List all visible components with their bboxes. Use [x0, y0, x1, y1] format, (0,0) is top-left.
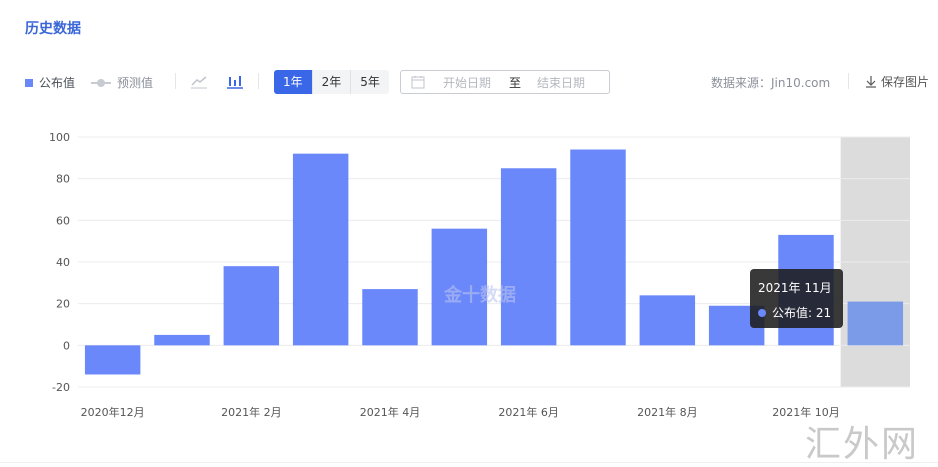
y-tick-label: 100 — [49, 131, 70, 144]
divider — [175, 73, 176, 89]
square-icon — [25, 78, 33, 87]
tooltip: 2021年 11月 公布值: 21 — [750, 269, 843, 328]
y-tick-label: 40 — [56, 256, 70, 269]
line-dot-icon — [91, 78, 111, 87]
bar — [570, 149, 626, 346]
x-axis: 2020年12月 2021年 2月 2021年 4月 2021年 6月 2021年 8月… — [81, 405, 840, 419]
bar — [847, 301, 904, 346]
bars — [84, 149, 904, 375]
save-image-label: 保存图片 — [881, 75, 930, 89]
x-tick-label: 2021年 4月 — [360, 405, 421, 419]
tooltip-title: 2021年 11月 — [758, 281, 832, 295]
bar-chart: -20 0 20 40 60 80 100 2020年12月 2021年 2月 2021年 4月… — [49, 131, 910, 419]
x-tick-label: 2021年 6月 — [498, 405, 559, 419]
bar — [223, 266, 280, 346]
y-axis: -20 0 20 40 60 80 100 — [49, 131, 70, 394]
y-tick-label: -20 — [52, 381, 70, 394]
date-range-picker[interactable]: 开始日期 至 结束日期 — [400, 70, 610, 94]
save-image-button[interactable]: 保存图片 — [865, 73, 929, 90]
bar — [292, 153, 349, 346]
x-tick-label: 2020年12月 — [81, 405, 145, 419]
y-tick-label: 60 — [56, 214, 70, 227]
x-tick-label: 2021年 8月 — [637, 405, 698, 419]
divider — [258, 73, 259, 89]
bottom-divider — [0, 462, 938, 463]
line-chart-icon[interactable] — [190, 72, 208, 90]
x-tick-label: 2021年 10月 — [772, 405, 840, 419]
divider — [848, 73, 849, 89]
tooltip-value: 公布值: 21 — [772, 306, 832, 320]
chart-toolbar: 公布值 预测值 1年 2年 5年 开始日期 至 结束日期 数据来源：Jin10.… — [25, 70, 930, 94]
watermark-corner: 汇外网 — [805, 424, 920, 465]
bar — [639, 295, 696, 346]
bar — [362, 289, 418, 346]
y-tick-label: 20 — [56, 298, 70, 311]
calendar-icon — [411, 76, 425, 89]
range-selector: 1年 2年 5年 — [274, 70, 389, 94]
y-tick-label: 0 — [63, 339, 70, 352]
legend-forecast-label: 预测值 — [117, 76, 154, 90]
y-tick-label: 80 — [56, 173, 70, 186]
bar — [84, 345, 141, 375]
bar-chart-icon[interactable] — [226, 72, 244, 90]
start-date-input[interactable]: 开始日期 — [443, 75, 492, 90]
range-1y-button[interactable]: 1年 — [274, 70, 313, 94]
bar — [500, 168, 557, 346]
range-5y-button[interactable]: 5年 — [360, 75, 380, 89]
dot-icon — [758, 308, 766, 317]
download-icon — [866, 76, 876, 88]
legend-forecast[interactable]: 预测值 — [91, 74, 153, 91]
range-2y-button[interactable]: 2年 — [313, 70, 352, 94]
date-to-label: 至 — [509, 75, 522, 90]
x-tick-label: 2021年 2月 — [221, 405, 282, 419]
legend-published-label: 公布值 — [39, 76, 76, 90]
watermark-center: 金十数据 — [443, 284, 516, 306]
bar — [431, 228, 488, 346]
bar — [154, 334, 210, 346]
legend-published[interactable]: 公布值 — [25, 74, 75, 91]
end-date-input[interactable]: 结束日期 — [537, 75, 586, 90]
data-source: 数据来源：Jin10.com — [711, 76, 831, 90]
section-title: 历史数据 — [25, 21, 81, 37]
